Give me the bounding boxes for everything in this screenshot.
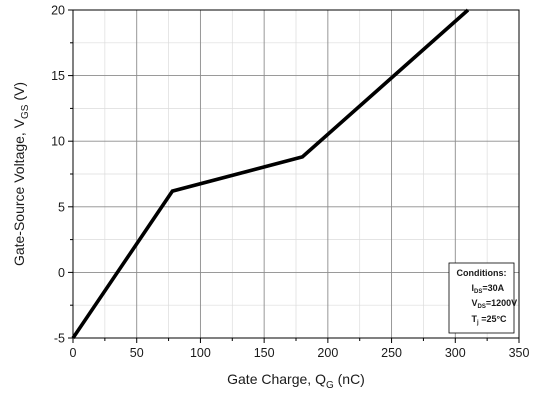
conditions-title: Conditions: xyxy=(457,268,507,278)
y-tick-label: 0 xyxy=(58,266,65,280)
y-axis-label: Gate-Source Voltage, VGS (V) xyxy=(11,82,31,266)
tick-labels: 0 50 100 150 200 250 300 350 -5 0 5 10 15 20 xyxy=(51,4,529,361)
condition-vds-symbol: V xyxy=(472,298,478,308)
condition-ids-sub: DS xyxy=(474,289,482,295)
x-tick-label: 300 xyxy=(445,346,466,360)
x-tick-label: 200 xyxy=(317,346,338,360)
y-tick-label: -5 xyxy=(54,332,65,346)
condition-vds-value: =1200V xyxy=(486,298,517,308)
condition-ids-value: =30A xyxy=(482,283,504,293)
condition-tj-sub: j xyxy=(476,320,479,326)
y-axis-label-text: Gate-Source Voltage, V xyxy=(11,118,27,266)
condition-ids-symbol: I xyxy=(472,283,475,293)
x-tick-label: 100 xyxy=(190,346,211,360)
x-axis-label-text: Gate Charge, Q xyxy=(227,371,326,387)
series-line xyxy=(71,8,470,340)
condition-ids: IDS=30A xyxy=(454,283,516,295)
condition-tj: Tj =25°C xyxy=(454,314,519,326)
conditions-frame xyxy=(448,262,515,334)
y-tick-label: 15 xyxy=(51,69,65,83)
series xyxy=(71,8,470,340)
x-tick-label: 0 xyxy=(70,346,77,360)
condition-tj-symbol: T xyxy=(472,314,478,324)
plot-frame xyxy=(72,9,520,339)
y-tick-label: 10 xyxy=(51,135,65,149)
x-tick-label: 350 xyxy=(509,346,530,360)
x-axis-label: Gate Charge, QG (nC) xyxy=(227,371,365,391)
x-axis-label-unit: (nC) xyxy=(334,371,365,387)
x-axis-label-sub: G xyxy=(326,380,334,391)
x-tick-label: 50 xyxy=(130,346,144,360)
y-axis-label-unit: (V) xyxy=(11,82,27,105)
condition-vds: VDS=1200V xyxy=(454,298,530,310)
y-axis-label-sub: GS xyxy=(20,104,31,119)
x-tick-label: 150 xyxy=(254,346,275,360)
conditions-box: Conditions: IDS=30A VDS=1200V Tj =25°C xyxy=(448,262,530,334)
condition-tj-value: =25°C xyxy=(479,314,507,324)
condition-vds-sub: DS xyxy=(478,304,486,310)
y-tick-label: 20 xyxy=(51,4,65,18)
y-tick-label: 5 xyxy=(58,200,65,214)
x-tick-label: 250 xyxy=(381,346,402,360)
